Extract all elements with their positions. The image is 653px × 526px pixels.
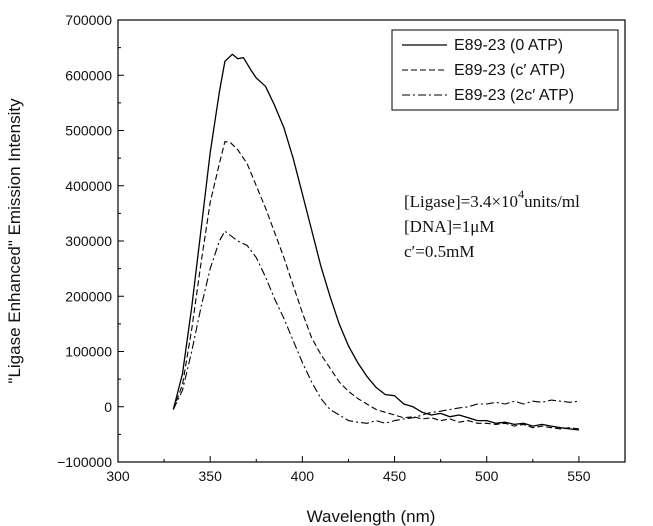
- y-axis-ticks: −100000 0 100000 200000 300000 400000 500000 60…: [57, 12, 124, 470]
- x-axis-ticks: 300 350 400 450 500 550: [106, 456, 591, 484]
- x-tick-label: 550: [567, 468, 591, 484]
- y-tick-label: 0: [104, 399, 112, 415]
- y-tick-label: 500000: [65, 123, 112, 139]
- annotation-ligase: [Ligase]=3.4×104units/ml: [404, 187, 580, 211]
- series-line-2: [172, 230, 579, 424]
- series-group: [172, 53, 579, 431]
- annotation-ligase-prefix: [Ligase]=3.4×10: [404, 192, 518, 211]
- annotation-cprime: c′=0.5mM: [404, 242, 474, 261]
- series-line-0: [172, 53, 579, 431]
- y-tick-label: 100000: [65, 344, 112, 360]
- annotation-ligase-suffix: units/ml: [524, 192, 580, 211]
- legend-label-1: E89-23 (c′ ATP): [454, 62, 565, 79]
- y-tick-label: 200000: [65, 288, 112, 304]
- y-tick-label: 400000: [65, 178, 112, 194]
- legend-label-2: E89-23 (2c′ ATP): [454, 87, 574, 104]
- annotation-dna: [DNA]=1μM: [404, 217, 494, 236]
- x-tick-label: 350: [199, 468, 223, 484]
- y-tick-label: 300000: [65, 233, 112, 249]
- y-axis-title: "Ligase Enhanced" Emission Intensity: [5, 98, 24, 384]
- x-tick-label: 400: [291, 468, 315, 484]
- x-tick-label: 500: [475, 468, 499, 484]
- x-tick-label: 450: [383, 468, 407, 484]
- y-tick-label: 600000: [65, 67, 112, 83]
- series-line-1: [172, 141, 579, 430]
- legend: E89-23 (0 ATP) E89-23 (c′ ATP) E89-23 (2…: [391, 29, 619, 111]
- y-tick-label: 700000: [65, 12, 112, 28]
- y-tick-label: −100000: [57, 454, 112, 470]
- annotation: [Ligase]=3.4×104units/ml [DNA]=1μM c′=0.…: [404, 187, 580, 261]
- legend-label-0: E89-23 (0 ATP): [454, 37, 563, 54]
- x-axis-title: Wavelength (nm): [307, 507, 436, 526]
- x-tick-label: 300: [106, 468, 130, 484]
- annotation-ligase-exponent: 4: [518, 187, 524, 201]
